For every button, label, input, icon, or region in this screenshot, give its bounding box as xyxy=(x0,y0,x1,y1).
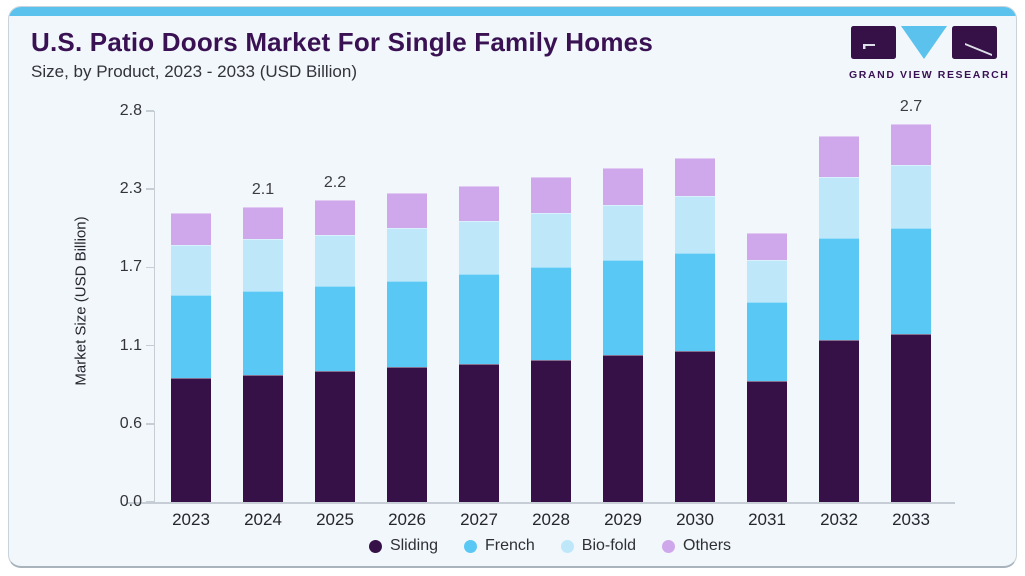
bar-segment-others-2030[interactable] xyxy=(675,158,715,197)
x-tick-label-2023: 2023 xyxy=(172,510,210,529)
bar-segment-others-2032[interactable] xyxy=(819,136,859,177)
bar-segment-french-2027[interactable] xyxy=(459,274,499,364)
chart-card: U.S. Patio Doors Market For Single Famil… xyxy=(8,6,1017,568)
bar-segment-sliding-2030[interactable] xyxy=(675,351,715,502)
bar-segment-sliding-2023[interactable] xyxy=(171,377,211,502)
bar-segment-others-2024[interactable] xyxy=(243,207,283,240)
bar-segment-others-2026[interactable] xyxy=(387,193,427,229)
bar-segment-french-2024[interactable] xyxy=(243,291,283,375)
bar-segment-others-2027[interactable] xyxy=(459,186,499,222)
bar-segment-french-2032[interactable] xyxy=(819,238,859,341)
bar-segment-bio-fold-2028[interactable] xyxy=(531,212,571,268)
x-axis-line xyxy=(127,502,955,504)
y-tick-mark-2.8 xyxy=(145,110,154,112)
bar-segment-french-2031[interactable] xyxy=(747,302,787,381)
bar-segment-bio-fold-2031[interactable] xyxy=(747,260,787,303)
legend-swatch-others xyxy=(662,539,676,553)
bar-segment-bio-fold-2023[interactable] xyxy=(171,245,211,296)
bar-segment-others-2023[interactable] xyxy=(171,212,211,246)
legend-swatch-french xyxy=(463,539,477,553)
legend-swatch-sliding xyxy=(368,539,382,553)
x-tick-label-2025: 2025 xyxy=(316,510,354,529)
legend-item-sliding[interactable]: Sliding xyxy=(368,537,438,555)
bar-segment-sliding-2025[interactable] xyxy=(315,370,355,502)
legend-label-french: French xyxy=(484,537,535,554)
x-tick-label-2029: 2029 xyxy=(604,510,642,529)
bar-segment-sliding-2031[interactable] xyxy=(747,380,787,502)
bar-segment-bio-fold-2032[interactable] xyxy=(819,176,859,239)
legend-item-others[interactable]: Others xyxy=(662,537,731,555)
y-tick-mark-0.0 xyxy=(145,501,154,503)
x-tick-label-2024: 2024 xyxy=(244,510,282,529)
y-axis-title: Market Size (USD Billion) xyxy=(72,216,90,386)
x-tick-label-2031: 2031 xyxy=(748,510,786,529)
bar-total-label-2025: 2.2 xyxy=(323,174,347,192)
x-tick-label-2032: 2032 xyxy=(820,510,858,529)
page-subtitle: Size, by Product, 2023 - 2033 (USD Billi… xyxy=(31,62,357,81)
legend-item-bio-fold[interactable]: Bio-fold xyxy=(560,537,637,555)
bar-segment-bio-fold-2026[interactable] xyxy=(387,228,427,282)
gvr-logo-brand: GRAND VIEW RESEARCH xyxy=(849,69,1010,81)
y-tick-label-1.1: 1.1 xyxy=(119,336,142,354)
bar-segment-sliding-2033[interactable] xyxy=(891,334,931,502)
bar-segment-french-2029[interactable] xyxy=(603,260,643,356)
bar-segment-bio-fold-2027[interactable] xyxy=(459,221,499,275)
bar-segment-french-2033[interactable] xyxy=(891,228,931,335)
legend-item-french[interactable]: French xyxy=(463,537,535,555)
y-tick-mark-2.3 xyxy=(145,188,154,190)
y-tick-label-2.8: 2.8 xyxy=(119,102,142,119)
bar-segment-bio-fold-2029[interactable] xyxy=(603,204,643,261)
bar-segment-bio-fold-2024[interactable] xyxy=(243,239,283,292)
bar-segment-sliding-2029[interactable] xyxy=(603,355,643,502)
bar-segment-others-2028[interactable] xyxy=(531,176,571,213)
bar-segment-sliding-2024[interactable] xyxy=(243,374,283,502)
bar-segment-bio-fold-2033[interactable] xyxy=(891,165,931,229)
bar-segment-sliding-2032[interactable] xyxy=(819,340,859,502)
chart-legend: Sliding French Bio-fold Others xyxy=(154,537,946,555)
bar-total-label-2033: 2.7 xyxy=(899,97,923,115)
x-tick-label-2030: 2030 xyxy=(676,510,714,529)
y-tick-mark-1.1 xyxy=(145,344,154,347)
legend-label-sliding: Sliding xyxy=(389,537,438,554)
legend-label-bio-fold: Bio-fold xyxy=(581,537,637,554)
bar-segment-french-2023[interactable] xyxy=(171,295,211,378)
bar-segment-others-2031[interactable] xyxy=(747,232,787,261)
x-tick-label-2027: 2027 xyxy=(460,510,498,529)
bar-segment-bio-fold-2025[interactable] xyxy=(315,235,355,286)
x-tick-label-2033: 2033 xyxy=(892,510,930,529)
plot-area: 0.0 0.6 1.1 1.7 2.3 2.8 2023 2.1 2024 2.2 2025 2026… xyxy=(120,98,955,529)
gvr-logo-icon xyxy=(851,26,997,59)
bar-segment-french-2025[interactable] xyxy=(315,285,355,371)
bar-segment-french-2026[interactable] xyxy=(387,281,427,367)
y-tick-label-0.6: 0.6 xyxy=(119,414,142,432)
gvr-logo: GRAND VIEW RESEARCH xyxy=(849,25,1010,81)
y-tick-label-2.3: 2.3 xyxy=(119,180,142,198)
x-tick-label-2026: 2026 xyxy=(388,510,426,529)
bar-segment-others-2025[interactable] xyxy=(315,200,355,236)
legend-label-others: Others xyxy=(683,537,732,554)
bar-segment-sliding-2026[interactable] xyxy=(387,366,427,502)
y-tick-mark-1.7 xyxy=(145,266,154,269)
y-tick-label-0.0: 0.0 xyxy=(119,493,142,510)
top-accent-bar xyxy=(9,7,1016,16)
page-title: U.S. Patio Doors Market For Single Famil… xyxy=(31,27,653,57)
bar-segment-bio-fold-2030[interactable] xyxy=(675,196,715,254)
bar-segment-sliding-2027[interactable] xyxy=(459,363,499,502)
bar-segment-others-2029[interactable] xyxy=(603,168,643,205)
bar-segment-french-2030[interactable] xyxy=(675,253,715,352)
legend-swatch-bio-fold xyxy=(560,539,574,553)
bar-total-label-2024: 2.1 xyxy=(251,181,275,199)
y-tick-mark-0.6 xyxy=(145,423,154,425)
x-tick-label-2028: 2028 xyxy=(532,510,570,529)
bar-segment-french-2028[interactable] xyxy=(531,267,571,360)
y-tick-label-1.7: 1.7 xyxy=(119,258,142,276)
bar-segment-others-2033[interactable] xyxy=(891,123,931,166)
bar-segment-sliding-2028[interactable] xyxy=(531,359,571,502)
